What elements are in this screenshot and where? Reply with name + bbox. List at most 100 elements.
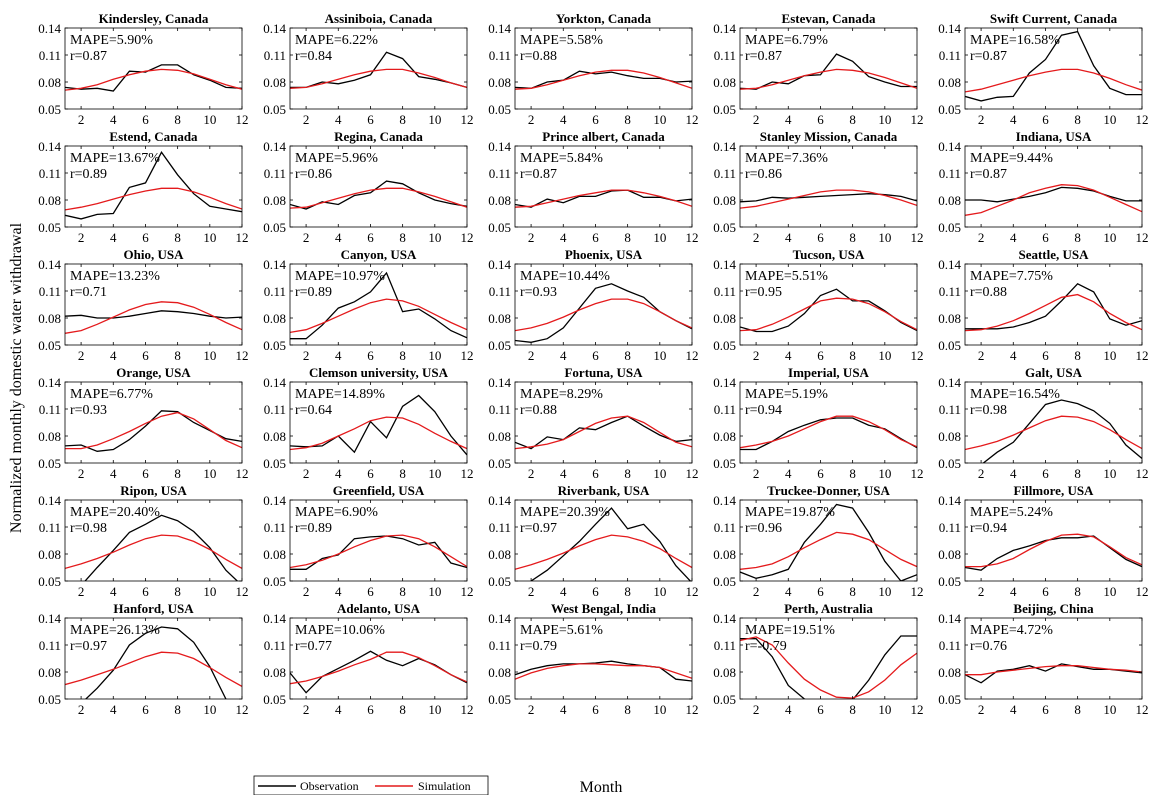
- x-tick-label: 4: [335, 702, 342, 717]
- subplot-title: Greenfield, USA: [333, 483, 425, 498]
- x-tick-label: 10: [203, 112, 216, 127]
- x-tick-label: 10: [1103, 112, 1116, 127]
- x-tick-label: 2: [753, 230, 760, 245]
- x-tick-label: 12: [1136, 702, 1149, 717]
- x-tick-label: 2: [303, 112, 310, 127]
- x-tick-label: 6: [1042, 230, 1049, 245]
- x-tick-label: 12: [461, 230, 474, 245]
- simulation-line: [515, 663, 692, 680]
- x-tick-label: 2: [78, 348, 85, 363]
- x-tick-label: 10: [203, 584, 216, 599]
- x-tick-label: 2: [753, 702, 760, 717]
- mape-annotation: MAPE=10.44%: [520, 269, 610, 284]
- r-annotation: r=0.89: [70, 167, 107, 182]
- y-tick-label: 0.11: [489, 638, 511, 653]
- simulation-line: [515, 415, 692, 450]
- x-tick-label: 8: [1074, 466, 1081, 481]
- x-tick-label: 4: [785, 348, 792, 363]
- simulation-line: [515, 534, 692, 570]
- mape-annotation: MAPE=20.40%: [70, 505, 160, 520]
- axes-frame: [64, 263, 243, 346]
- x-tick-label: 2: [528, 112, 535, 127]
- subplot-1: Kindersley, Canada 2 4 6 8 10 12 0.05 0.08 0.11 0.…: [38, 11, 248, 127]
- x-tick-label: 6: [1042, 584, 1049, 599]
- x-tick-label: 10: [1103, 466, 1116, 481]
- mape-annotation: MAPE=9.44%: [970, 151, 1053, 166]
- y-tick-label: 0.05: [938, 338, 961, 353]
- simulation-line: [740, 297, 917, 332]
- r-annotation: r=0.86: [295, 167, 332, 182]
- y-tick-label: 0.05: [488, 574, 511, 589]
- y-tick-label: 0.05: [263, 692, 286, 707]
- observation-line: [290, 51, 467, 89]
- y-tick-label: 0.11: [39, 638, 61, 653]
- x-tick-label: 10: [428, 230, 441, 245]
- y-tick-label: 0.08: [488, 311, 511, 326]
- y-tick-label: 0.05: [938, 456, 961, 471]
- x-tick-label: 6: [142, 702, 149, 717]
- x-tick-label: 6: [592, 702, 599, 717]
- y-tick-label: 0.11: [714, 166, 736, 181]
- x-tick-label: 4: [335, 112, 342, 127]
- x-tick-label: 4: [1010, 584, 1017, 599]
- subplot-title: Regina, Canada: [334, 129, 423, 144]
- simulation-line: [515, 69, 692, 90]
- mape-annotation: MAPE=26.13%: [70, 623, 160, 638]
- mape-annotation: MAPE=16.54%: [970, 387, 1060, 402]
- observation-line: [65, 151, 242, 220]
- x-tick-label: 6: [817, 702, 824, 717]
- x-tick-label: 8: [399, 230, 406, 245]
- x-tick-label: 2: [303, 230, 310, 245]
- y-tick-label: 0.11: [264, 48, 286, 63]
- x-tick-label: 4: [1010, 348, 1017, 363]
- y-tick-label: 0.14: [263, 21, 286, 36]
- subplot-title: Prince albert, Canada: [542, 129, 665, 144]
- x-tick-label: 6: [817, 348, 824, 363]
- r-annotation: r=0.87: [970, 167, 1007, 182]
- y-tick-label: 0.14: [488, 493, 511, 508]
- x-tick-label: 10: [428, 702, 441, 717]
- y-tick-label: 0.05: [263, 102, 286, 117]
- x-tick-label: 8: [624, 466, 631, 481]
- x-tick-label: 12: [1136, 112, 1149, 127]
- y-tick-label: 0.14: [38, 139, 61, 154]
- subplot-title: Hanford, USA: [113, 601, 194, 616]
- subplot-13: Phoenix, USA 2 4 6 8 10 12 0.05 0.08 0.11 0.14 MAPE…: [488, 247, 698, 363]
- observation-line: [84, 626, 227, 699]
- y-tick-label: 0.11: [714, 402, 736, 417]
- subplot-19: Imperial, USA 2 4 6 8 10 12 0.05 0.08 0.11 0.14 MAP…: [713, 365, 923, 481]
- axes-frame: [739, 381, 918, 464]
- x-tick-label: 8: [624, 702, 631, 717]
- y-tick-label: 0.08: [938, 547, 961, 562]
- x-tick-label: 8: [174, 112, 181, 127]
- x-tick-label: 2: [753, 348, 760, 363]
- axes-frame: [964, 499, 1143, 582]
- y-tick-label: 0.08: [488, 193, 511, 208]
- axes-frame: [964, 145, 1143, 228]
- mape-annotation: MAPE=5.84%: [520, 151, 603, 166]
- observation-line: [515, 189, 692, 208]
- x-tick-label: 8: [174, 348, 181, 363]
- y-tick-label: 0.11: [714, 520, 736, 535]
- y-tick-label: 0.14: [713, 611, 736, 626]
- x-tick-label: 8: [849, 702, 856, 717]
- x-tick-label: 2: [303, 584, 310, 599]
- x-tick-label: 2: [78, 230, 85, 245]
- y-tick-label: 0.11: [39, 166, 61, 181]
- y-tick-label: 0.14: [938, 375, 961, 390]
- y-tick-label: 0.11: [39, 402, 61, 417]
- x-tick-label: 12: [686, 466, 699, 481]
- axes-frame: [289, 263, 468, 346]
- x-tick-label: 8: [1074, 702, 1081, 717]
- mape-annotation: MAPE=6.90%: [295, 505, 378, 520]
- x-tick-label: 8: [1074, 348, 1081, 363]
- x-tick-label: 6: [142, 112, 149, 127]
- simulation-line: [290, 68, 467, 89]
- x-tick-label: 12: [686, 348, 699, 363]
- x-tick-label: 10: [1103, 230, 1116, 245]
- subplot-title: Imperial, USA: [788, 365, 870, 380]
- x-tick-label: 10: [203, 348, 216, 363]
- y-tick-label: 0.08: [263, 311, 286, 326]
- observation-line: [965, 30, 1142, 102]
